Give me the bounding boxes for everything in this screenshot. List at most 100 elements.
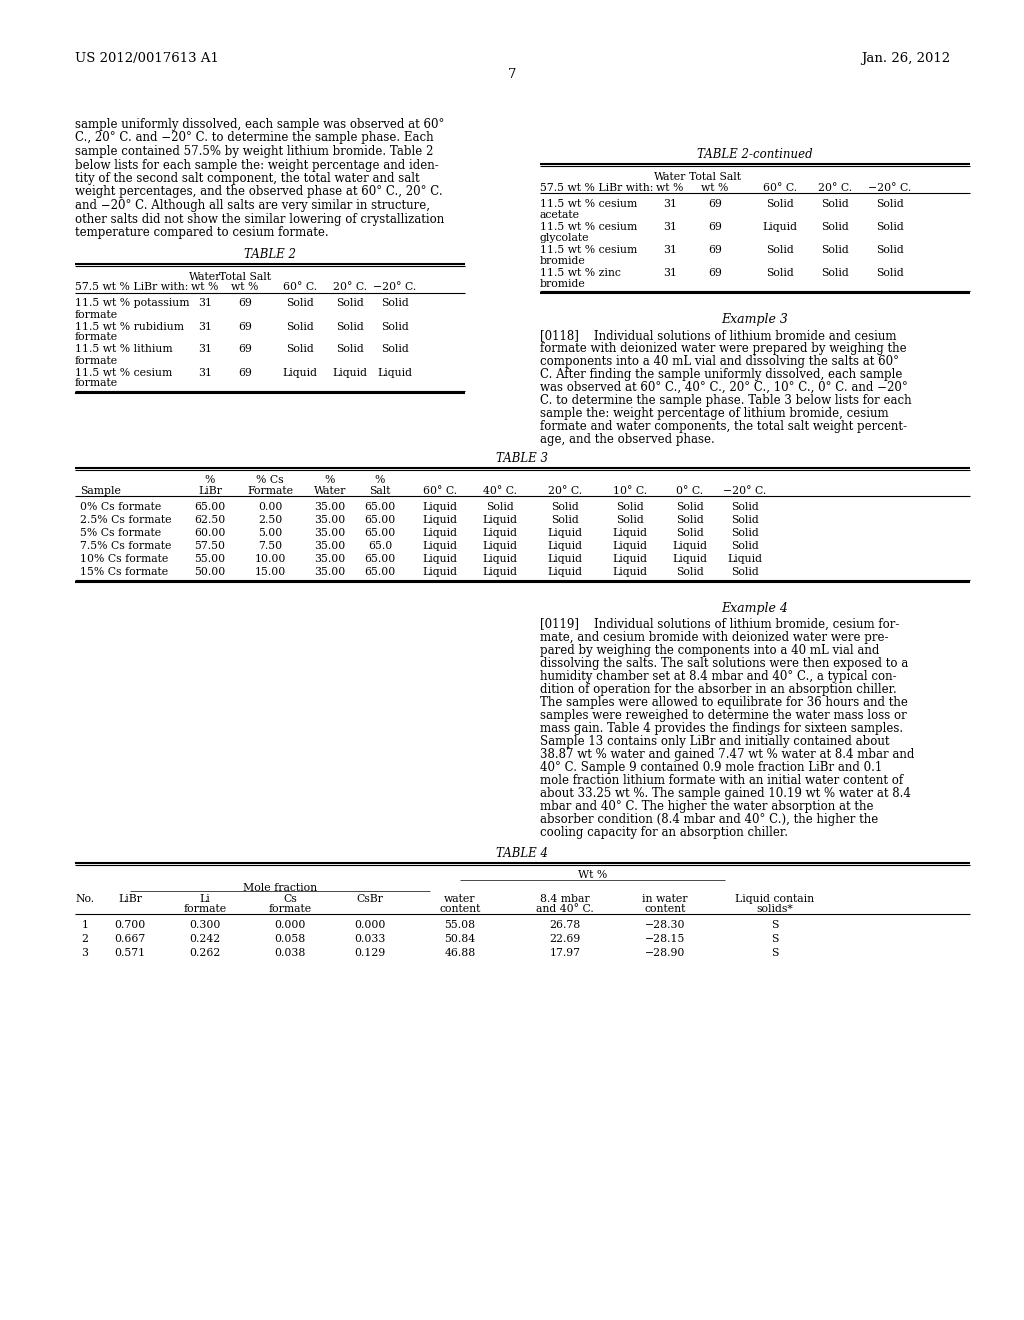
Text: 50.84: 50.84: [444, 935, 475, 944]
Text: Solid: Solid: [877, 222, 904, 232]
Text: Liquid: Liquid: [333, 367, 368, 378]
Text: Liquid: Liquid: [423, 515, 458, 525]
Text: Liquid: Liquid: [423, 554, 458, 564]
Text: 15% Cs formate: 15% Cs formate: [80, 568, 168, 577]
Text: 35.00: 35.00: [314, 515, 346, 525]
Text: Salt: Salt: [370, 486, 391, 496]
Text: 55.08: 55.08: [444, 920, 475, 931]
Text: Solid: Solid: [286, 298, 314, 309]
Text: Sample: Sample: [80, 486, 121, 496]
Text: 26.78: 26.78: [549, 920, 581, 931]
Text: % Cs: % Cs: [256, 475, 284, 484]
Text: 11.5 wt % cesium: 11.5 wt % cesium: [540, 246, 637, 255]
Text: 65.00: 65.00: [365, 554, 395, 564]
Text: other salts did not show the similar lowering of crystallization: other salts did not show the similar low…: [75, 213, 444, 226]
Text: 69: 69: [238, 322, 252, 331]
Text: −28.90: −28.90: [645, 948, 685, 958]
Text: formate: formate: [75, 309, 118, 319]
Text: 5% Cs formate: 5% Cs formate: [80, 528, 161, 539]
Text: Liquid: Liquid: [612, 554, 647, 564]
Text: −28.15: −28.15: [645, 935, 685, 944]
Text: formate and water components, the total salt weight percent-: formate and water components, the total …: [540, 420, 907, 433]
Text: Solid: Solid: [286, 345, 314, 355]
Text: Total Salt: Total Salt: [219, 272, 271, 281]
Text: 60° C.: 60° C.: [763, 183, 797, 193]
Text: Solid: Solid: [821, 199, 849, 209]
Text: 11.5 wt % cesium: 11.5 wt % cesium: [540, 222, 637, 232]
Text: 65.0: 65.0: [368, 541, 392, 550]
Text: Liquid: Liquid: [482, 568, 517, 577]
Text: 57.50: 57.50: [195, 541, 225, 550]
Text: Water: Water: [188, 272, 221, 281]
Text: 40° C.: 40° C.: [483, 486, 517, 496]
Text: 69: 69: [708, 222, 722, 232]
Text: 0.571: 0.571: [115, 948, 145, 958]
Text: solids*: solids*: [757, 904, 794, 913]
Text: and 40° C.: and 40° C.: [537, 904, 594, 913]
Text: 11.5 wt % lithium: 11.5 wt % lithium: [75, 345, 173, 355]
Text: Liquid: Liquid: [482, 541, 517, 550]
Text: 69: 69: [708, 199, 722, 209]
Text: and −20° C. Although all salts are very similar in structure,: and −20° C. Although all salts are very …: [75, 199, 430, 213]
Text: 69: 69: [708, 268, 722, 279]
Text: 69: 69: [238, 298, 252, 309]
Text: content: content: [439, 904, 480, 913]
Text: 35.00: 35.00: [314, 541, 346, 550]
Text: Liquid: Liquid: [482, 528, 517, 539]
Text: Liquid contain: Liquid contain: [735, 894, 814, 904]
Text: Cs: Cs: [283, 894, 297, 904]
Text: 31: 31: [663, 222, 677, 232]
Text: Liquid: Liquid: [673, 541, 708, 550]
Text: Liquid: Liquid: [423, 502, 458, 512]
Text: was observed at 60° C., 40° C., 20° C., 10° C., 0° C. and −20°: was observed at 60° C., 40° C., 20° C., …: [540, 381, 907, 393]
Text: glycolate: glycolate: [540, 234, 590, 243]
Text: formate: formate: [75, 333, 118, 342]
Text: Jan. 26, 2012: Jan. 26, 2012: [861, 51, 950, 65]
Text: 2: 2: [82, 935, 88, 944]
Text: Solid: Solid: [551, 502, 579, 512]
Text: Solid: Solid: [731, 502, 759, 512]
Text: 65.00: 65.00: [365, 568, 395, 577]
Text: dition of operation for the absorber in an absorption chiller.: dition of operation for the absorber in …: [540, 682, 897, 696]
Text: Liquid: Liquid: [283, 367, 317, 378]
Text: −20° C.: −20° C.: [868, 183, 911, 193]
Text: components into a 40 mL vial and dissolving the salts at 60°: components into a 40 mL vial and dissolv…: [540, 355, 899, 368]
Text: content: content: [644, 904, 686, 913]
Text: Solid: Solid: [676, 502, 703, 512]
Text: 0% Cs formate: 0% Cs formate: [80, 502, 161, 512]
Text: Solid: Solid: [676, 515, 703, 525]
Text: US 2012/0017613 A1: US 2012/0017613 A1: [75, 51, 219, 65]
Text: 0.129: 0.129: [354, 948, 386, 958]
Text: No.: No.: [76, 894, 94, 904]
Text: 69: 69: [238, 367, 252, 378]
Text: Solid: Solid: [551, 515, 579, 525]
Text: TABLE 3: TABLE 3: [497, 451, 549, 465]
Text: 57.5 wt % LiBr with:: 57.5 wt % LiBr with:: [75, 282, 188, 293]
Text: below lists for each sample the: weight percentage and iden-: below lists for each sample the: weight …: [75, 158, 438, 172]
Text: 65.00: 65.00: [365, 502, 395, 512]
Text: 0.000: 0.000: [274, 920, 306, 931]
Text: 35.00: 35.00: [314, 528, 346, 539]
Text: Liquid: Liquid: [763, 222, 798, 232]
Text: formate: formate: [75, 379, 118, 388]
Text: Sample 13 contains only LiBr and initially contained about: Sample 13 contains only LiBr and initial…: [540, 735, 890, 748]
Text: formate with deionized water were prepared by weighing the: formate with deionized water were prepar…: [540, 342, 906, 355]
Text: Liquid: Liquid: [423, 541, 458, 550]
Text: bromide: bromide: [540, 279, 586, 289]
Text: 65.00: 65.00: [195, 502, 225, 512]
Text: 38.87 wt % water and gained 7.47 wt % water at 8.4 mbar and: 38.87 wt % water and gained 7.47 wt % wa…: [540, 748, 914, 762]
Text: sample contained 57.5% by weight lithium bromide. Table 2: sample contained 57.5% by weight lithium…: [75, 145, 433, 158]
Text: Liquid: Liquid: [423, 568, 458, 577]
Text: tity of the second salt component, the total water and salt: tity of the second salt component, the t…: [75, 172, 420, 185]
Text: 1: 1: [82, 920, 88, 931]
Text: Solid: Solid: [821, 268, 849, 279]
Text: 31: 31: [198, 298, 212, 309]
Text: mbar and 40° C. The higher the water absorption at the: mbar and 40° C. The higher the water abs…: [540, 800, 873, 813]
Text: Solid: Solid: [766, 268, 794, 279]
Text: Liquid: Liquid: [548, 541, 583, 550]
Text: Water: Water: [313, 486, 346, 496]
Text: Liquid: Liquid: [378, 367, 413, 378]
Text: 10% Cs formate: 10% Cs formate: [80, 554, 168, 564]
Text: 60.00: 60.00: [195, 528, 225, 539]
Text: 31: 31: [198, 322, 212, 331]
